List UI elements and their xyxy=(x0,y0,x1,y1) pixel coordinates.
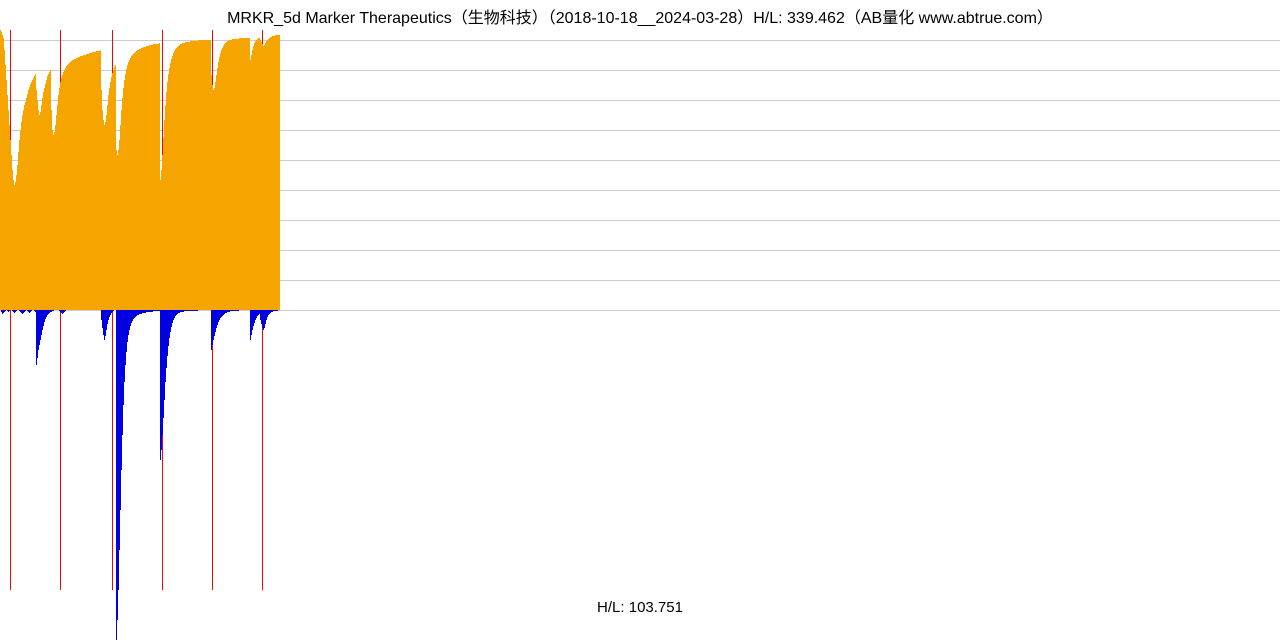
price-bar-down xyxy=(5,310,6,311)
price-bar-down xyxy=(16,310,17,311)
chart-area xyxy=(0,30,1280,600)
price-bar-down xyxy=(25,310,26,311)
chart-footer: H/L: 103.751 xyxy=(0,599,1280,616)
chart-title: MRKR_5d Marker Therapeutics（生物科技）（2018-1… xyxy=(0,4,1280,28)
price-bar-down xyxy=(65,310,66,311)
price-bar-down xyxy=(31,310,32,311)
price-bar-down xyxy=(9,310,10,311)
price-bar-down xyxy=(238,310,239,311)
year-divider xyxy=(10,30,11,590)
price-bar-down xyxy=(113,310,114,311)
price-bar-down xyxy=(53,310,54,311)
price-bar-down xyxy=(197,310,198,311)
price-bar-up xyxy=(279,35,280,310)
price-bar-down xyxy=(277,310,278,311)
